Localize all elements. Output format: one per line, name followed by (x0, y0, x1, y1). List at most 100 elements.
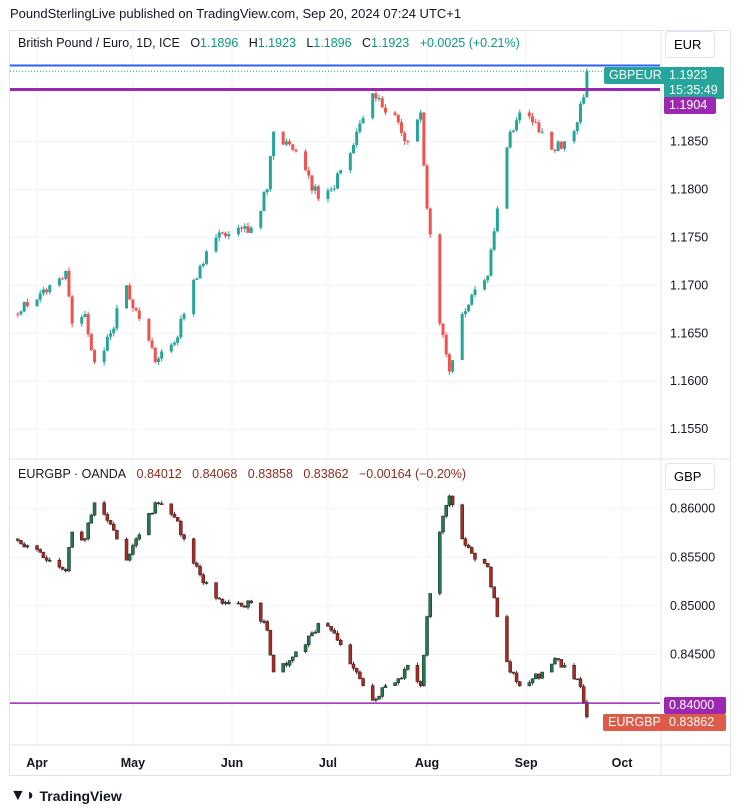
c-label: C (362, 36, 372, 50)
candle-body (531, 116, 535, 123)
candle-body (89, 514, 94, 524)
candle-body (44, 557, 49, 561)
candle-body (137, 534, 142, 540)
candle-body (406, 664, 410, 670)
candle-body (415, 664, 420, 682)
candle-body (335, 632, 340, 641)
candle-body (48, 559, 52, 562)
candle-body (64, 569, 68, 572)
candle-body (505, 616, 509, 662)
candle-body (338, 639, 343, 646)
candle-body (204, 582, 209, 584)
candle-body (582, 97, 586, 104)
candle-body (306, 635, 311, 646)
candle-body (428, 208, 432, 235)
gbpeur-symbol-tag: GBPEUR (604, 67, 667, 84)
gbpeur-legend: British Pound / Euro, 1D, ICE O1.1896 H1… (18, 36, 520, 50)
candle-body (537, 673, 541, 679)
candle-body (287, 660, 292, 666)
candle-body (537, 122, 541, 133)
candle-body (578, 678, 583, 687)
open-value: 1.1896 (200, 36, 239, 50)
candle-body (559, 659, 564, 668)
candle-body (444, 505, 448, 517)
candle-body (489, 249, 493, 276)
candle-body (83, 538, 87, 541)
candle-body (422, 654, 426, 686)
candle-body (514, 672, 519, 682)
candle-body (559, 141, 563, 149)
candle-body (463, 538, 468, 546)
candle-body (179, 521, 183, 536)
candle-body (115, 529, 119, 540)
candle-body (380, 98, 384, 108)
candle-body (179, 318, 183, 338)
candle-body (175, 517, 180, 522)
time-label: May (120, 756, 146, 770)
candle-body (428, 593, 432, 617)
candle-body (419, 112, 423, 120)
candle-body (422, 112, 426, 166)
close-value: 1.1923 (371, 36, 410, 50)
candle-body (533, 673, 538, 680)
last-price: 1.1923 (669, 68, 708, 82)
tradingview-logo[interactable]: ▼◗ TradingView (10, 787, 122, 805)
candle-body (339, 170, 343, 174)
currency-eur-button[interactable]: EUR (665, 31, 715, 58)
candle-body (153, 502, 158, 514)
candle-body (172, 513, 177, 518)
candle-body (383, 685, 388, 688)
candle-body (105, 514, 110, 521)
candle-body (41, 289, 45, 294)
candle-body (466, 544, 471, 548)
price-tick-label: 1.1850 (670, 134, 708, 148)
candle-body (93, 350, 97, 363)
candle-body (182, 314, 186, 319)
eurgbp-symbol-tag: EURGBP (603, 714, 666, 731)
candle-body (272, 131, 276, 157)
price-tick-label: 1.1700 (670, 278, 708, 292)
candle-body (483, 280, 487, 290)
currency-gbp-button[interactable]: GBP (665, 463, 715, 490)
candle-body (527, 112, 531, 117)
candle-body (214, 582, 218, 599)
candle-body (438, 234, 442, 324)
candle-body (460, 314, 464, 361)
candle-body (316, 623, 321, 633)
candle-body (562, 664, 567, 668)
candle-body (495, 597, 500, 617)
candle-body (575, 678, 580, 681)
candle-body (259, 210, 263, 228)
countdown: 15:35:49 (669, 83, 718, 97)
price-tick-label: 0.84500 (670, 648, 715, 662)
candle-body (224, 232, 228, 237)
change-value: −0.00164 (−0.20%) (358, 467, 467, 481)
candle-body (425, 165, 429, 209)
candle-body (169, 344, 173, 352)
candle-body (92, 502, 97, 516)
candle-body (262, 192, 266, 211)
candle-body (402, 669, 407, 679)
candle-body (460, 504, 464, 540)
candle-body (540, 131, 544, 133)
published-header: PoundSterlingLive published on TradingVi… (10, 6, 462, 21)
candle-body (89, 334, 93, 351)
candle-body (265, 189, 269, 193)
candle-body (125, 285, 129, 309)
candle-body (137, 310, 141, 319)
candle-body (268, 629, 273, 656)
candle-body (326, 623, 330, 627)
candle-body (399, 677, 404, 680)
candle-body (467, 304, 471, 312)
low-value: 1.1896 (313, 36, 352, 50)
candle-body (134, 538, 138, 546)
candle-body (262, 621, 266, 623)
candle-body (124, 538, 129, 561)
candle-body (191, 538, 196, 564)
candle-body (249, 600, 253, 604)
candle-body (441, 323, 445, 335)
candle-body (153, 347, 157, 363)
candle-body (470, 547, 474, 554)
candle-body (35, 545, 39, 550)
